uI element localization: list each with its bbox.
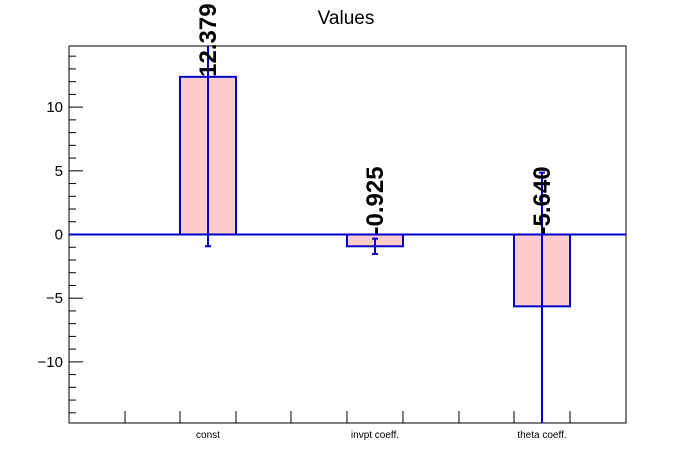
x-category-label: theta coeff. (517, 430, 566, 441)
x-axis: const invpt coeff. theta coeff. (124, 411, 571, 441)
y-tick-label: −10 (38, 354, 63, 371)
y-tick-label: 5 (55, 163, 63, 180)
x-category-label: invpt coeff. (351, 430, 399, 441)
data-label: -0.925 (362, 166, 389, 234)
data-label: 12.379 (195, 3, 222, 76)
y-tick-label: −5 (46, 290, 63, 307)
data-label: -5.640 (529, 166, 556, 234)
y-tick-label: 0 (55, 227, 63, 244)
y-axis: −10 −5 0 5 10 (38, 55, 83, 414)
bars (69, 46, 626, 423)
data-labels: 12.379 -0.925 -5.640 (195, 3, 556, 234)
y-tick-label: 10 (46, 99, 63, 116)
chart-title: Values (318, 8, 375, 29)
x-category-label: const (196, 430, 220, 441)
